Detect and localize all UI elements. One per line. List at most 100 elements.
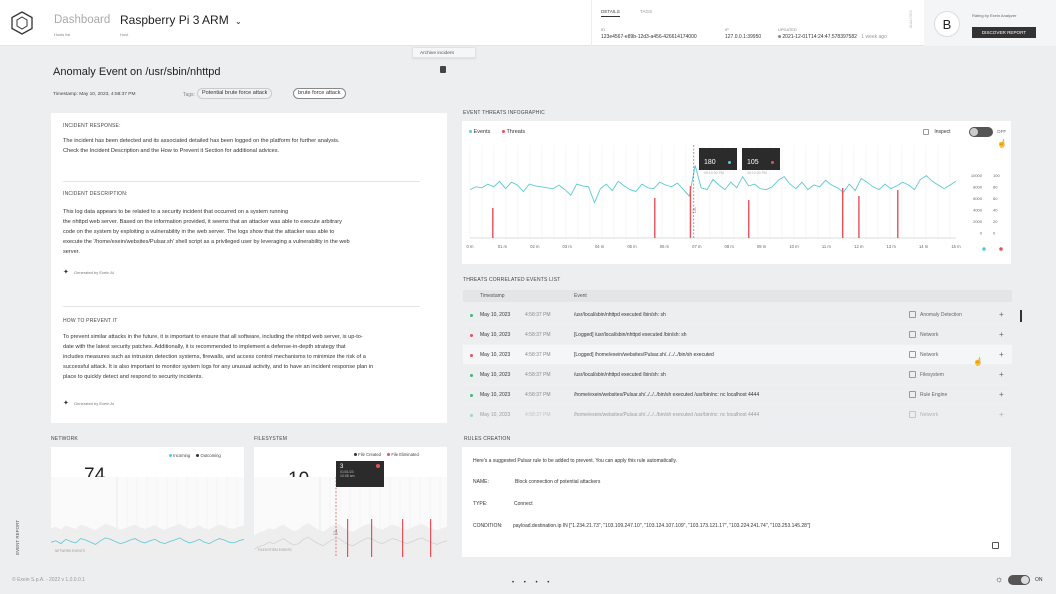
host-subtitle: Host: [120, 32, 129, 37]
updated-timestamp: 2021-12-01T14:24:47.578397582: [782, 34, 857, 40]
row-source: Network: [920, 332, 939, 338]
inspect-toggle[interactable]: [969, 127, 993, 137]
y-tick-label: 8000: [973, 185, 983, 190]
tooltip-threats-value: 105: [747, 159, 759, 166]
cursor-icon: ☝: [997, 139, 1007, 148]
sparkle-icon: ✦: [63, 400, 69, 407]
avatar[interactable]: B: [934, 11, 960, 37]
rule-type-value: Connect: [514, 501, 533, 507]
expand-row-button[interactable]: +: [999, 310, 1004, 319]
threat-bar: [858, 196, 860, 238]
prevent-line-1: To prevent similar attacks in the future…: [63, 334, 363, 340]
events-axis-dot: [982, 247, 986, 251]
table-row[interactable]: May 10, 2023 4:58:37 PM [Logged] /usr/loca…: [463, 325, 1012, 345]
y2-tick-label: 20: [993, 219, 998, 224]
tab-tags[interactable]: TAGS: [640, 9, 653, 14]
expand-row-button[interactable]: +: [999, 330, 1004, 339]
legend-events[interactable]: Events: [469, 129, 490, 135]
table-row[interactable]: May 10, 2023 4:58:37 PM [Logged] /home/exe…: [463, 345, 1012, 365]
generated-by-ai-2: ✦ Generated by Exein AI: [63, 399, 114, 407]
column-event[interactable]: Event: [574, 293, 587, 299]
file-eliminated-bar: [430, 519, 432, 557]
expand-row-button[interactable]: +: [999, 350, 1004, 359]
discover-report-button[interactable]: DISCOVER REPORT: [972, 27, 1036, 38]
x-tick-label: 05 m: [627, 244, 637, 249]
pagination-dots[interactable]: • • • •: [512, 580, 554, 586]
row-source: Filesystem: [920, 372, 944, 378]
expand-row-button[interactable]: +: [999, 410, 1004, 419]
description-line-3: code on the system by exploiting a vulne…: [63, 229, 335, 235]
description-line-5: server.: [63, 249, 80, 255]
row-time: 4:58:37 PM: [525, 392, 551, 398]
analyzer-card: B Rating by Exein Analyzer DISCOVER REPO…: [924, 0, 1056, 46]
legend-threats[interactable]: Threats: [502, 129, 525, 135]
archive-icon[interactable]: [440, 66, 446, 73]
tooltip-threats-time: 05:10:30 PM: [747, 171, 767, 175]
table-scrollbar[interactable]: [1020, 310, 1022, 322]
severity-dot: [470, 354, 473, 357]
row-time: 4:58:37 PM: [525, 352, 551, 358]
table-row[interactable]: May 10, 2023 4:58:37 PM/home/exein/websit…: [463, 385, 1012, 405]
theme-toggle[interactable]: [1008, 575, 1030, 585]
severity-dot: [470, 414, 473, 417]
event-report-side-label: EVENT REPORT: [15, 520, 20, 555]
network-chart: [51, 477, 244, 557]
exein-logo-icon[interactable]: [10, 11, 34, 35]
x-tick-label: 02 m: [530, 244, 540, 249]
inspect-icon: [923, 129, 929, 135]
legend-incoming: Incoming: [173, 453, 191, 458]
tab-details[interactable]: DETAILS: [601, 9, 620, 17]
y2-tick-label: 80: [993, 185, 998, 190]
table-row[interactable]: May 10, 2023 4:58:37 PM/home/exein/websit…: [463, 405, 1012, 425]
y2-tick-label: 100: [993, 173, 1000, 178]
network-legend: Incoming Outcoming: [169, 453, 221, 458]
apply-rule-checkbox[interactable]: [992, 542, 999, 549]
rule-type-label: TYPE:: [473, 501, 488, 507]
incident-panel: INCIDENT RESPONSE: The incident has been…: [51, 113, 447, 423]
inspect-control: Inspect: [923, 129, 951, 135]
tags-label: Tags:: [183, 92, 195, 98]
fs-tooltip-date: 01/01/23: [340, 470, 354, 474]
events-dot: [469, 130, 472, 133]
x-tick-label: 01 m: [498, 244, 508, 249]
incident-response-title: INCIDENT RESPONSE:: [63, 123, 121, 129]
chevron-down-icon: ⌄: [235, 17, 242, 26]
legend-file-eliminated: File Eliminated: [391, 452, 419, 457]
expand-row-button[interactable]: +: [999, 390, 1004, 399]
dashboard-link[interactable]: Dashboard: [54, 14, 111, 26]
infographic-chart: 0 m 01 m 02 m 03 m 04 m 05 m 06 m 07 m 08 m 09 m 1…: [467, 145, 1003, 251]
filesystem-legend: File Created File Eliminated: [354, 452, 419, 457]
column-timestamp[interactable]: Timestamp: [480, 293, 505, 299]
threats-list-title: THREATS CORRELATED EVENTS LIST: [463, 277, 561, 283]
updated-ago: 1 week ago: [861, 34, 887, 40]
table-row[interactable]: May 10, 2023 4:58:37 PM/usr/local/sbin/nh…: [463, 365, 1012, 385]
details-tabs: DETAILS TAGS ID 123e4567-e89b-12d3-a456-…: [591, 0, 901, 46]
x-tick-label: 12 m: [854, 244, 864, 249]
x-tick-label: 07 m: [692, 244, 702, 249]
rules-panel: Here's a suggested Pulsar rule to be add…: [462, 447, 1011, 557]
legend-outcoming: Outcoming: [200, 453, 221, 458]
tooltip-events-time: 05:10:30 PM: [704, 171, 724, 175]
row-event: [Logged] /home/exein/websites/Pulsar.sh/…: [574, 352, 714, 358]
tag-potential-brute-force[interactable]: Potential brute force attack: [197, 88, 273, 99]
tag-brute-force[interactable]: brute force attack: [293, 88, 346, 99]
source-icon: [909, 331, 916, 338]
events-dot: [728, 161, 732, 164]
divider: [63, 181, 420, 182]
archive-incident-item[interactable]: Archive incident: [420, 51, 454, 56]
copyright: © Exein S.p.A. - 2022 v 1.0.0.0.1: [12, 577, 85, 583]
generated-by-label: Generated by Exein AI: [74, 270, 115, 275]
row-time: 4:58:37 PM: [525, 412, 551, 418]
file-eliminated-dot: [376, 464, 380, 468]
expand-row-button[interactable]: +: [999, 370, 1004, 379]
row-date: May 10, 2023: [480, 352, 511, 358]
infographic-title: EVENT THREATS INFOGRAPHIC: [463, 110, 545, 116]
y-tick-label: 6000: [973, 196, 983, 201]
description-line-2: the nhttpd web server. Based on the info…: [63, 219, 342, 225]
host-selector[interactable]: Raspberry Pi 3 ARM ⌄: [120, 13, 242, 27]
row-event: /home/exein/websites/Pulsar.sh/../../../…: [574, 412, 760, 418]
row-time: 4:58:37 PM: [525, 312, 551, 318]
source-icon: [909, 371, 916, 378]
table-row[interactable]: May 10, 2023 4:58:37 PM/usr/local/sbin/nh…: [463, 305, 1012, 325]
file-created-dot: [354, 453, 357, 456]
